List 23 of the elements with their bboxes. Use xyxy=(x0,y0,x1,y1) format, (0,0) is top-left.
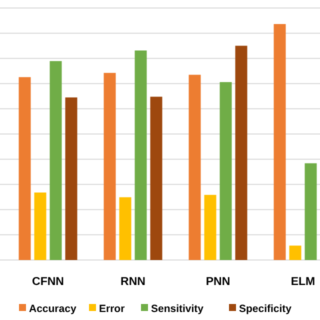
bar xyxy=(119,197,132,260)
x-tick-label: PNN xyxy=(206,276,230,288)
bar xyxy=(220,82,232,260)
bar xyxy=(134,50,147,260)
bar xyxy=(18,77,31,260)
legend-label: Sensitivity xyxy=(151,303,204,315)
x-tick-label: CFNN xyxy=(32,276,64,288)
bar xyxy=(150,96,162,260)
bar xyxy=(235,46,248,260)
bar xyxy=(304,163,317,260)
bar xyxy=(50,61,62,260)
legend-label: Accuracy xyxy=(29,303,76,315)
x-tick-label: ELM xyxy=(290,276,316,288)
bar xyxy=(274,24,286,260)
legend-label: Specificity xyxy=(239,303,292,315)
bar xyxy=(104,72,116,260)
x-tick-label: RNN xyxy=(120,276,146,288)
bar xyxy=(289,246,302,260)
bar xyxy=(204,194,216,260)
bar xyxy=(188,74,201,260)
bar xyxy=(34,192,46,260)
legend-label: Error xyxy=(99,303,125,315)
bar xyxy=(65,97,78,260)
